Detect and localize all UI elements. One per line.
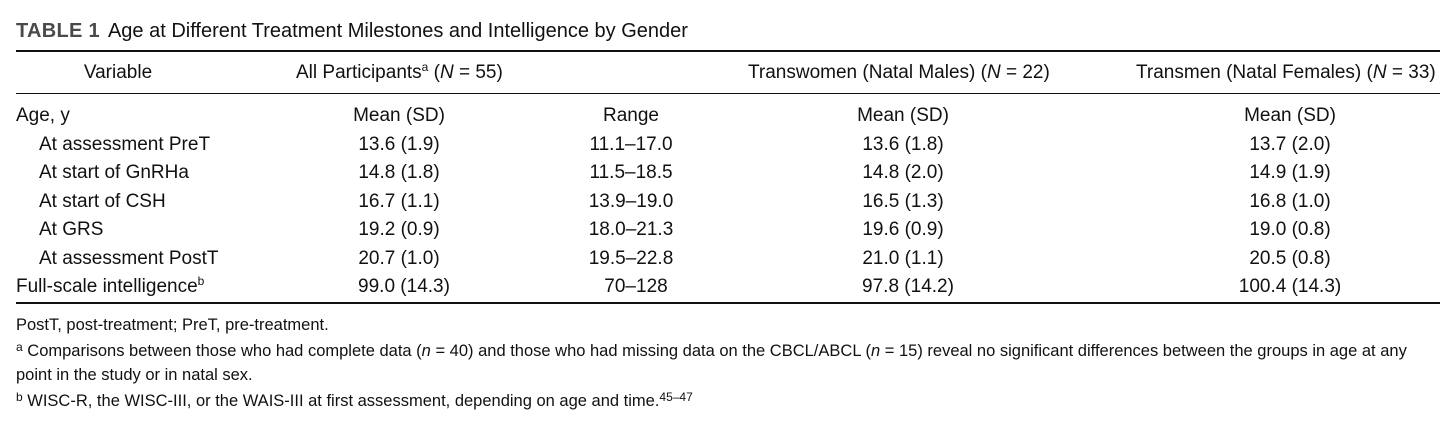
header-transmen: Transmen (Natal Females) (N = 33) — [1136, 62, 1436, 83]
all-mean-cell: 19.2 (0.9) — [358, 219, 440, 240]
transwomen-mean-cell: 14.8 (2.0) — [862, 162, 944, 183]
range-cell: 19.5–22.8 — [588, 248, 674, 269]
intelligence-label: Full-scale intelligenceb — [16, 274, 205, 297]
all-mean-cell: 99.0 (14.3) — [358, 276, 450, 297]
row-label: At start of CSH — [39, 191, 166, 212]
row-label: At assessment PreT — [39, 134, 211, 155]
transwomen-mean-cell: 13.6 (1.8) — [862, 134, 944, 155]
header-variable: Variable — [83, 62, 153, 83]
range-cell: 70–128 — [604, 276, 668, 297]
range-cell: 11.1–17.0 — [589, 134, 673, 155]
row-label: At start of GnRHa — [39, 162, 189, 183]
transmen-mean-cell: 20.5 (0.8) — [1249, 248, 1331, 269]
footnote-a: a Comparisons between those who had comp… — [16, 340, 1407, 360]
range-cell: 11.5–18.5 — [589, 162, 673, 183]
transmen-mean-cell: 100.4 (14.3) — [1238, 276, 1342, 297]
table-caption: TABLE 1 Age at Different Treatment Milest… — [16, 18, 688, 44]
transwomen-mean-cell: 21.0 (1.1) — [862, 248, 944, 269]
transmen-mean-cell: 14.9 (1.9) — [1249, 162, 1331, 183]
bottom-rule — [16, 302, 1440, 304]
age-section-label: Age, y — [16, 105, 70, 126]
all-mean-cell: 13.6 (1.9) — [358, 134, 440, 155]
subheader-mean-transmen: Mean (SD) — [1244, 105, 1336, 126]
footnote-b: b WISC-R, the WISC-III, or the WAIS-III … — [16, 390, 693, 410]
range-cell: 18.0–21.3 — [588, 219, 674, 240]
transwomen-mean-cell: 97.8 (14.2) — [862, 276, 954, 297]
header-transwomen: Transwomen (Natal Males) (N = 22) — [748, 62, 1050, 83]
header-rule — [16, 93, 1440, 94]
table-label: TABLE 1 — [16, 20, 100, 42]
subheader-mean-transwomen: Mean (SD) — [857, 105, 949, 126]
transwomen-mean-cell: 16.5 (1.3) — [862, 191, 944, 212]
subheader-mean-all: Mean (SD) — [353, 105, 445, 126]
subheader-range: Range — [603, 105, 659, 126]
transmen-mean-cell: 19.0 (0.8) — [1249, 219, 1331, 240]
footnote-abbreviations: PostT, post-treatment; PreT, pre-treatme… — [16, 316, 329, 334]
footnote-a-continued: point in the study or in natal sex. — [16, 366, 253, 384]
transmen-mean-cell: 13.7 (2.0) — [1249, 134, 1331, 155]
all-mean-cell: 20.7 (1.0) — [358, 248, 440, 269]
all-mean-cell: 16.7 (1.1) — [358, 191, 440, 212]
top-rule — [16, 50, 1440, 52]
range-cell: 13.9–19.0 — [588, 191, 674, 212]
transwomen-mean-cell: 19.6 (0.9) — [862, 219, 944, 240]
table-title: Age at Different Treatment Milestones an… — [107, 20, 688, 42]
all-mean-cell: 14.8 (1.8) — [358, 162, 440, 183]
row-label: At assessment PostT — [39, 248, 219, 269]
row-label: At GRS — [39, 219, 104, 240]
transmen-mean-cell: 16.8 (1.0) — [1249, 191, 1331, 212]
header-all-participants: All Participantsa (N = 55) — [296, 60, 503, 83]
